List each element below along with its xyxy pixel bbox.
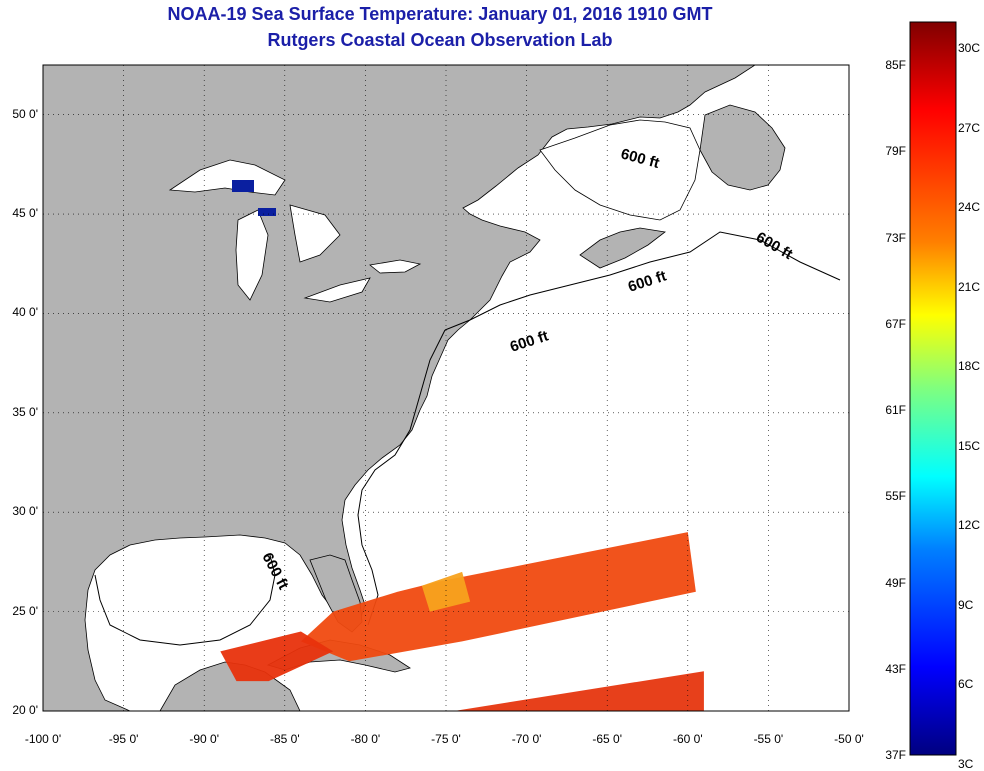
lake-superior — [168, 159, 286, 196]
colorbar-c-label: 15C — [958, 438, 981, 453]
colorbar-f-label: 37F — [885, 748, 906, 762]
lake-ontario — [369, 259, 422, 274]
land-north-america — [43, 65, 756, 711]
map-title: NOAA-19 Sea Surface Temperature: January… — [167, 4, 713, 24]
lon-tick-label: -100 0' — [24, 732, 62, 746]
lon-tick-label: -60 0' — [672, 732, 703, 746]
colorbar — [909, 21, 957, 756]
lon-tick-label: -55 0' — [753, 732, 784, 746]
lat-tick-label: 45 0' — [12, 206, 38, 221]
colorbar-f-label: 43F — [885, 661, 906, 676]
colorbar-c-label: 6C — [958, 677, 974, 691]
lon-tick-label: -80 0' — [350, 732, 381, 746]
lat-tick-label: 30 0' — [12, 504, 38, 519]
colorbar-f-label: 73F — [885, 230, 906, 245]
lon-tick-label: -90 0' — [189, 732, 220, 746]
colorbar-c-label: 3C — [958, 756, 974, 771]
lon-tick-label: -75 0' — [431, 732, 461, 746]
colorbar-f-label: 55F — [885, 489, 906, 504]
colorbar-f-label: 67F — [885, 316, 906, 331]
colorbar-c-label: 9C — [958, 597, 974, 612]
lon-tick-label: -65 0' — [592, 732, 623, 746]
lat-tick-label: 35 0' — [12, 404, 38, 419]
land-newfoundland — [699, 104, 786, 191]
contour-600ft — [357, 329, 446, 626]
lon-tick-label: -95 0' — [108, 732, 139, 746]
lake-erie — [303, 277, 371, 303]
contour-600ft — [94, 554, 276, 646]
colorbar-c-label: 27C — [958, 120, 981, 135]
lat-tick-label: 40 0' — [12, 305, 38, 320]
map-subtitle: Rutgers Coastal Ocean Observation Lab — [267, 30, 613, 50]
colorbar-f-label: 79F — [885, 144, 906, 159]
lat-tick-label: 50 0' — [12, 106, 38, 121]
lon-tick-label: -70 0' — [511, 732, 542, 746]
lat-tick-label: 25 0' — [12, 603, 38, 618]
lon-tick-label: -85 0' — [269, 732, 300, 746]
land-nova-scotia — [579, 227, 666, 269]
lake-ice-patch — [232, 180, 254, 192]
colorbar-c-label: 18C — [958, 359, 981, 373]
lon-tick-label: -50 0' — [834, 732, 864, 746]
lat-tick-label: 20 0' — [12, 703, 38, 717]
colorbar-c-label: 21C — [958, 279, 981, 294]
colorbar-c-label: 30C — [958, 41, 981, 55]
colorbar-f-label: 85F — [885, 58, 906, 73]
colorbar-c-label: 12C — [958, 518, 981, 532]
colorbar-f-label: 61F — [885, 403, 906, 418]
colorbar-f-label: 49F — [885, 575, 906, 590]
sst-swath-lower — [454, 671, 704, 711]
gulf-st-lawrence — [539, 119, 701, 221]
sst-swath-gulf — [220, 631, 334, 682]
lake-ice-patch — [258, 208, 276, 216]
sst-swath-upper — [300, 532, 696, 662]
sst-swath-warm-edge — [421, 571, 471, 612]
map-frame — [42, 64, 850, 712]
lake-huron — [289, 204, 341, 263]
contour-600ft — [444, 231, 841, 331]
colorbar-c-label: 24C — [958, 200, 981, 214]
